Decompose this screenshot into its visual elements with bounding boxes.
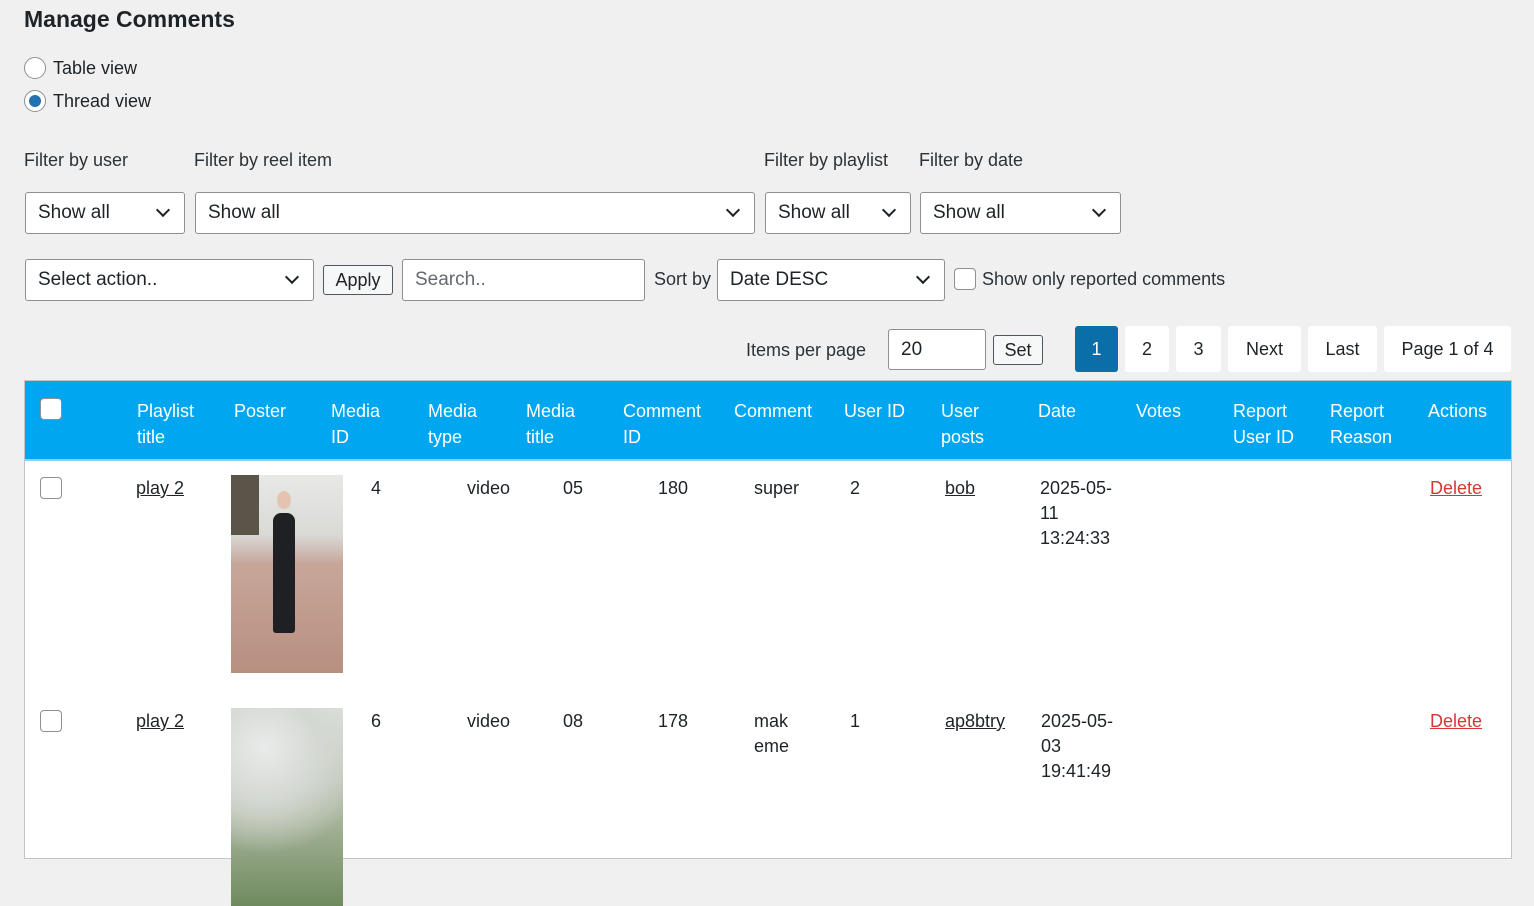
playlist-link[interactable]: play 2: [136, 478, 185, 498]
comments-table: Playlist title Poster Media ID Media typ…: [24, 380, 1512, 906]
media-id: 6: [371, 711, 382, 731]
chevron-down-icon: [881, 202, 897, 218]
select-value: Show all: [38, 202, 110, 223]
radio-icon[interactable]: [24, 57, 46, 79]
filter-user-label: Filter by user: [24, 150, 129, 170]
col-media-title[interactable]: Media title: [526, 401, 576, 447]
table-view-radio[interactable]: Table view: [24, 57, 137, 79]
reported-only-checkbox[interactable]: Show only reported comments: [954, 268, 1225, 290]
user-id: 2: [850, 478, 861, 498]
set-button[interactable]: Set: [993, 335, 1043, 365]
col-playlist-title[interactable]: Playlist title: [137, 401, 195, 447]
select-value: Show all: [778, 202, 850, 223]
select-all-checkbox[interactable]: [40, 398, 62, 420]
col-media-id[interactable]: Media ID: [331, 401, 381, 447]
filter-reel-label: Filter by reel item: [194, 150, 333, 170]
filter-playlist-select[interactable]: Show all: [765, 192, 911, 234]
select-value: Show all: [208, 202, 280, 223]
user-posts-link[interactable]: bob: [945, 478, 976, 498]
comment-text: mak eme: [754, 711, 790, 756]
checkbox-label: Show only reported comments: [982, 268, 1226, 289]
comment-text: super: [754, 478, 800, 498]
col-poster: Poster: [234, 401, 287, 421]
page-title: Manage Comments: [24, 6, 235, 32]
filter-playlist-label: Filter by playlist: [764, 150, 889, 170]
person-figure: [273, 513, 295, 633]
media-title: 08: [563, 711, 584, 731]
items-per-page-input[interactable]: 20: [888, 329, 986, 370]
select-value: Date DESC: [730, 269, 829, 290]
col-user-id[interactable]: User ID: [844, 401, 906, 421]
media-type: video: [467, 478, 511, 498]
sort-label: Sort by: [654, 269, 712, 289]
col-votes[interactable]: Votes: [1136, 401, 1182, 421]
filter-reel-select[interactable]: Show all: [195, 192, 755, 234]
select-value: Show all: [933, 202, 1005, 223]
col-media-type[interactable]: Media type: [428, 401, 478, 447]
table-row: play 2 6 video 08 178 mak eme 1 ap8btry …: [25, 694, 1511, 906]
page-3-button[interactable]: 3: [1176, 326, 1221, 372]
user-id: 1: [850, 711, 861, 731]
comment-id: 178: [658, 711, 689, 731]
col-report-user-id[interactable]: Report User ID: [1233, 401, 1295, 447]
chevron-down-icon: [1091, 202, 1107, 218]
delete-link[interactable]: Delete: [1430, 478, 1483, 498]
chevron-down-icon: [915, 269, 931, 285]
chevron-down-icon: [725, 202, 741, 218]
col-date[interactable]: Date: [1038, 401, 1077, 421]
col-actions: Actions: [1428, 401, 1488, 421]
col-comment-id[interactable]: Comment ID: [623, 401, 702, 447]
page-info: Page 1 of 4: [1384, 326, 1511, 372]
radio-label: Thread view: [53, 90, 152, 111]
col-user-posts[interactable]: User posts: [941, 401, 985, 447]
media-type: video: [467, 711, 511, 731]
playlist-link[interactable]: play 2: [136, 711, 185, 731]
delete-link[interactable]: Delete: [1430, 711, 1483, 731]
chevron-down-icon: [155, 202, 171, 218]
row-checkbox[interactable]: [40, 710, 62, 732]
page-1-button[interactable]: 1: [1075, 326, 1118, 372]
bulk-action-select[interactable]: Select action..: [25, 259, 314, 301]
row-checkbox[interactable]: [40, 477, 62, 499]
pier-structure: [231, 475, 259, 535]
comment-date: 2025-05-11 13:24:33: [1040, 478, 1113, 548]
filter-date-label: Filter by date: [919, 150, 1024, 170]
poster-image: [231, 475, 343, 673]
search-input[interactable]: Search..: [402, 259, 645, 301]
col-comment[interactable]: Comment: [734, 401, 813, 421]
apply-button[interactable]: Apply: [323, 265, 393, 295]
chevron-down-icon: [284, 269, 300, 285]
person-head: [277, 491, 291, 509]
select-value: Select action..: [38, 269, 158, 290]
comment-date: 2025-05-03 19:41:49: [1041, 711, 1114, 781]
comment-id: 180: [658, 478, 689, 498]
radio-checked-icon[interactable]: [24, 90, 46, 112]
next-page-button[interactable]: Next: [1228, 326, 1301, 372]
user-posts-link[interactable]: ap8btry: [945, 711, 1006, 731]
checkbox-icon[interactable]: [954, 268, 976, 290]
sort-select[interactable]: Date DESC: [717, 259, 945, 301]
filter-date-select[interactable]: Show all: [920, 192, 1121, 234]
last-page-button[interactable]: Last: [1308, 326, 1377, 372]
thread-view-radio[interactable]: Thread view: [24, 90, 151, 112]
poster-image: [231, 708, 343, 906]
table-header: Playlist title Poster Media ID Media typ…: [25, 381, 1511, 461]
radio-label: Table view: [53, 57, 138, 78]
filter-user-select[interactable]: Show all: [25, 192, 185, 234]
page-2-button[interactable]: 2: [1125, 326, 1169, 372]
media-title: 05: [563, 478, 584, 498]
items-per-page-label: Items per page: [746, 340, 867, 360]
media-id: 4: [371, 478, 382, 498]
table-row: play 2 4 video 05 180 super 2 bob 2025-0…: [25, 461, 1511, 694]
col-report-reason[interactable]: Report Reason: [1330, 401, 1393, 447]
